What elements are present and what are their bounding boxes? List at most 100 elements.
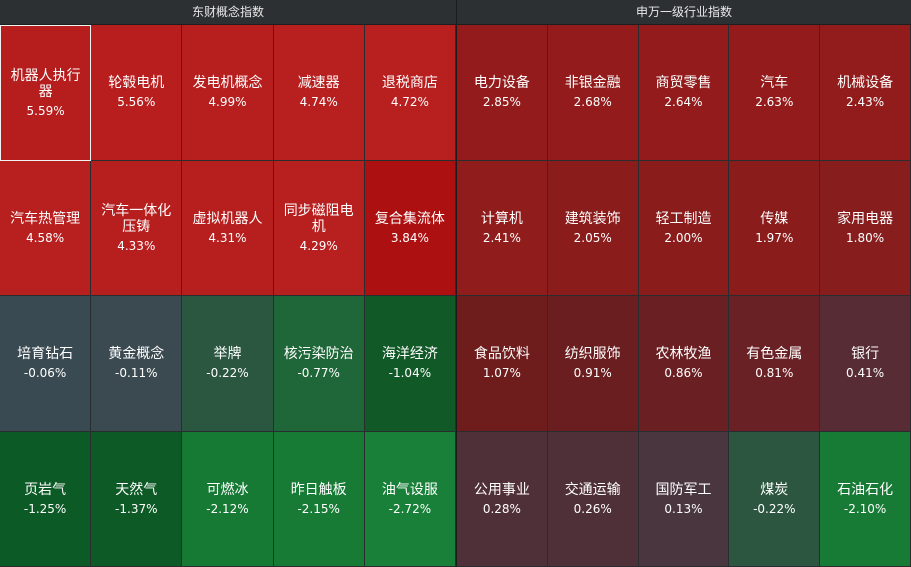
heatmap-tile[interactable]: 银行 0.41% (820, 296, 911, 432)
tile-change-percent: 4.74% (299, 95, 338, 110)
heatmap-tile[interactable]: 汽车一体化压铸 4.33% (91, 160, 183, 296)
heatmap-tile[interactable]: 培育钻石 -0.06% (0, 296, 92, 432)
tile-name: 传媒 (760, 210, 789, 227)
heatmap-tile[interactable]: 食品饮料 1.07% (457, 296, 548, 432)
tile-name: 银行 (851, 346, 880, 363)
heatmap-tile[interactable]: 减速器 4.74% (273, 25, 365, 161)
tile-change-percent: 5.59% (26, 103, 65, 118)
heatmap-tile[interactable]: 煤炭 -0.22% (729, 431, 821, 567)
heatmap-tile[interactable]: 轮毂电机 5.56% (91, 25, 183, 161)
tile-name: 建筑装饰 (564, 210, 621, 227)
tile-name: 农林牧渔 (655, 346, 712, 363)
tile-name: 昨日触板 (290, 481, 347, 498)
heatmap-tile[interactable]: 机器人执行器 5.59% (0, 25, 92, 161)
heatmap-tile[interactable]: 海洋经济 -1.04% (364, 296, 456, 432)
heatmap-tile[interactable]: 轻工制造 2.00% (638, 160, 730, 296)
tile-name: 核污染防治 (283, 346, 354, 363)
heatmap-tile[interactable]: 退税商店 4.72% (364, 25, 456, 161)
heatmap-tile[interactable]: 核污染防治 -0.77% (273, 296, 365, 432)
heatmap-tile[interactable]: 传媒 1.97% (729, 160, 821, 296)
tile-name: 复合集流体 (374, 210, 445, 227)
tile-name: 发电机概念 (192, 75, 263, 92)
tile-name: 举牌 (213, 346, 242, 363)
concept-index-panel: 东财概念指数 机器人执行器 5.59% 轮毂电机 5.56% 发电机概念 4.99% 减速器… (0, 0, 456, 567)
industry-index-panel: 申万一级行业指数 电力设备 2.85% 非银金融 2.68% 商贸零售 2.64% 汽车 2.… (457, 0, 911, 567)
concept-index-title: 东财概念指数 (0, 0, 456, 25)
tile-name: 纺织服饰 (564, 346, 621, 363)
heatmap-tile[interactable]: 可燃冰 -2.12% (182, 431, 274, 567)
tile-change-percent: 0.28% (482, 501, 521, 516)
tile-name: 汽车热管理 (10, 210, 81, 227)
heatmap-tile[interactable]: 页岩气 -1.25% (0, 431, 92, 567)
heatmap-tile[interactable]: 机械设备 2.43% (820, 25, 911, 161)
tile-name: 汽车一体化压铸 (101, 202, 172, 235)
tile-change-percent: -1.37% (115, 501, 158, 516)
tile-name: 非银金融 (564, 75, 621, 92)
tile-name: 汽车 (760, 75, 789, 92)
tile-change-percent: 2.43% (846, 95, 885, 110)
heatmap-tile[interactable]: 黄金概念 -0.11% (91, 296, 183, 432)
tile-change-percent: 0.86% (664, 366, 703, 381)
heatmap-tile[interactable]: 发电机概念 4.99% (182, 25, 274, 161)
heatmap-tile[interactable]: 电力设备 2.85% (457, 25, 548, 161)
tile-change-percent: 0.26% (573, 501, 612, 516)
tile-name: 页岩气 (24, 481, 67, 498)
tile-change-percent: -0.06% (23, 366, 67, 381)
heatmap-tile[interactable]: 汽车热管理 4.58% (0, 160, 92, 296)
tile-name: 国防军工 (655, 481, 712, 498)
heatmap-tile[interactable]: 交通运输 0.26% (547, 431, 639, 567)
heatmap-tile[interactable]: 石油石化 -2.10% (820, 431, 911, 567)
tile-change-percent: 4.72% (390, 95, 429, 110)
tile-name: 黄金概念 (108, 346, 165, 363)
tile-change-percent: -0.77% (297, 366, 340, 381)
heatmap-tile[interactable]: 商贸零售 2.64% (638, 25, 730, 161)
tile-change-percent: 4.99% (208, 95, 247, 110)
tile-change-percent: 4.29% (299, 238, 338, 253)
tile-change-percent: 4.33% (117, 238, 156, 253)
tile-name: 机器人执行器 (10, 67, 81, 100)
tile-change-percent: 2.63% (755, 95, 794, 110)
tile-change-percent: 3.84% (390, 230, 429, 245)
tile-change-percent: 1.80% (846, 230, 885, 245)
heatmap-tile[interactable]: 举牌 -0.22% (182, 296, 274, 432)
tile-change-percent: -2.12% (206, 501, 249, 516)
heatmap-tile[interactable]: 有色金属 0.81% (729, 296, 821, 432)
heatmap-tile[interactable]: 昨日触板 -2.15% (273, 431, 365, 567)
heatmap-tile[interactable]: 天然气 -1.37% (91, 431, 183, 567)
heatmap-tile[interactable]: 国防军工 0.13% (638, 431, 730, 567)
heatmap-tile[interactable]: 复合集流体 3.84% (364, 160, 456, 296)
heatmap-tile[interactable]: 同步磁阻电机 4.29% (273, 160, 365, 296)
heatmap-tile[interactable]: 家用电器 1.80% (820, 160, 911, 296)
heatmap-tile[interactable]: 公用事业 0.28% (457, 431, 548, 567)
tile-name: 减速器 (297, 75, 340, 92)
tile-name: 食品饮料 (473, 346, 530, 363)
panel-divider (456, 0, 457, 567)
heatmap-tile[interactable]: 纺织服饰 0.91% (547, 296, 639, 432)
tile-change-percent: 5.56% (117, 95, 156, 110)
tile-name: 有色金属 (746, 346, 803, 363)
tile-name: 同步磁阻电机 (283, 202, 354, 235)
heatmap-tile[interactable]: 油气设服 -2.72% (364, 431, 456, 567)
heatmap-tile[interactable]: 计算机 2.41% (457, 160, 548, 296)
tile-name: 可燃冰 (206, 481, 249, 498)
tile-change-percent: -2.10% (843, 501, 887, 516)
tile-name: 电力设备 (473, 75, 530, 92)
tile-name: 海洋经济 (381, 346, 438, 363)
tile-name: 交通运输 (564, 481, 621, 498)
tile-name: 商贸零售 (655, 75, 712, 92)
tile-change-percent: 2.64% (664, 95, 703, 110)
industry-index-title: 申万一级行业指数 (457, 0, 911, 25)
industry-index-grid: 电力设备 2.85% 非银金融 2.68% 商贸零售 2.64% 汽车 2.63% 机械设备 2.… (457, 25, 911, 567)
tile-name: 轻工制造 (655, 210, 712, 227)
tile-change-percent: 2.05% (573, 230, 612, 245)
tile-change-percent: 2.68% (573, 95, 612, 110)
heatmap-tile[interactable]: 汽车 2.63% (729, 25, 821, 161)
heatmap-tile[interactable]: 农林牧渔 0.86% (638, 296, 730, 432)
tile-name: 油气设服 (381, 481, 438, 498)
heatmap-tile[interactable]: 建筑装饰 2.05% (547, 160, 639, 296)
tile-name: 公用事业 (473, 481, 530, 498)
heatmap-tile[interactable]: 虚拟机器人 4.31% (182, 160, 274, 296)
tile-change-percent: -2.72% (388, 501, 432, 516)
heatmap-tile[interactable]: 非银金融 2.68% (547, 25, 639, 161)
tile-name: 煤炭 (760, 481, 789, 498)
